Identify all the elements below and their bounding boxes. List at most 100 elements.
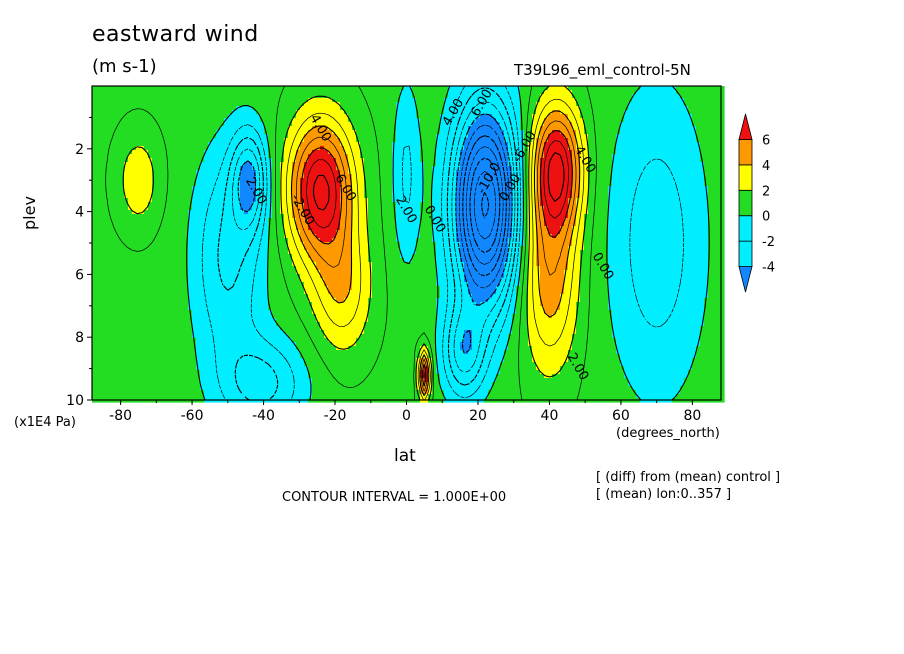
field-cell: [368, 154, 373, 159]
field-cell: [264, 178, 269, 183]
field-cell: [272, 186, 277, 191]
field-cell: [252, 122, 257, 127]
field-cell: [680, 162, 685, 167]
field-cell: [284, 110, 289, 115]
field-cell: [652, 150, 657, 155]
field-cell: [548, 194, 553, 199]
field-cell: [668, 154, 673, 159]
field-cell: [524, 126, 529, 131]
field-cell: [700, 146, 705, 151]
field-cell: [212, 90, 217, 95]
field-cell: [304, 122, 309, 127]
field-cell: [144, 190, 149, 195]
field-cell: [564, 154, 569, 159]
field-cell: [348, 106, 353, 111]
field-cell: [132, 190, 137, 195]
field-cell: [356, 102, 361, 107]
field-cell: [160, 202, 165, 207]
field-cell: [156, 166, 161, 171]
field-cell: [192, 198, 197, 203]
field-cell: [192, 190, 197, 195]
field-cell: [260, 110, 265, 115]
field-cell: [416, 142, 421, 147]
field-cell: [640, 86, 645, 91]
field-cell: [120, 154, 125, 159]
field-cell: [248, 150, 253, 155]
field-cell: [408, 194, 413, 199]
field-cell: [456, 150, 461, 155]
field-cell: [284, 210, 289, 215]
field-cell: [248, 94, 253, 99]
field-cell: [460, 126, 465, 131]
field-cell: [256, 114, 261, 119]
field-cell: [140, 90, 145, 95]
field-cell: [304, 126, 309, 131]
field-cell: [184, 118, 189, 123]
field-cell: [628, 118, 633, 123]
field-cell: [592, 170, 597, 175]
field-cell: [132, 158, 137, 163]
field-cell: [704, 198, 709, 203]
field-cell: [576, 138, 581, 143]
field-cell: [232, 142, 237, 147]
field-cell: [708, 134, 713, 139]
field-cell: [608, 138, 613, 143]
field-cell: [528, 206, 533, 211]
field-cell: [472, 158, 477, 163]
field-cell: [588, 150, 593, 155]
field-cell: [636, 134, 641, 139]
field-cell: [272, 134, 277, 139]
field-cell: [200, 182, 205, 187]
field-cell: [348, 158, 353, 163]
field-cell: [156, 178, 161, 183]
field-cell: [140, 86, 145, 91]
field-cell: [240, 186, 245, 191]
field-cell: [104, 174, 109, 179]
field-cell: [536, 182, 541, 187]
field-cell: [196, 106, 201, 111]
field-cell: [648, 166, 653, 171]
field-cell: [532, 206, 537, 211]
field-cell: [384, 142, 389, 147]
field-cell: [240, 134, 245, 139]
field-cell: [520, 182, 525, 187]
field-cell: [660, 194, 665, 199]
field-cell: [116, 174, 121, 179]
field-cell: [220, 166, 225, 171]
field-cell: [388, 122, 393, 127]
field-cell: [192, 194, 197, 199]
field-cell: [572, 94, 577, 99]
field-cell: [296, 110, 301, 115]
field-cell: [536, 138, 541, 143]
field-cell: [496, 194, 501, 199]
field-cell: [652, 106, 657, 111]
field-cell: [608, 90, 613, 95]
field-cell: [616, 186, 621, 191]
field-cell: [216, 190, 221, 195]
field-cell: [124, 122, 129, 127]
field-cell: [460, 178, 465, 183]
field-cell: [676, 178, 681, 183]
field-cell: [436, 194, 441, 199]
field-cell: [712, 162, 717, 167]
field-cell: [344, 178, 349, 183]
field-cell: [132, 110, 137, 115]
field-cell: [608, 202, 613, 207]
field-cell: [100, 122, 105, 127]
field-cell: [676, 110, 681, 115]
field-cell: [304, 210, 309, 215]
field-cell: [148, 134, 153, 139]
field-cell: [396, 134, 401, 139]
field-cell: [336, 170, 341, 175]
field-cell: [552, 174, 557, 179]
field-cell: [112, 190, 117, 195]
field-cell: [328, 118, 333, 123]
field-cell: [224, 194, 229, 199]
field-cell: [644, 154, 649, 159]
field-cell: [112, 110, 117, 115]
field-cell: [128, 198, 133, 203]
field-cell: [632, 146, 637, 151]
field-cell: [588, 198, 593, 203]
field-cell: [332, 102, 337, 107]
field-cell: [236, 118, 241, 123]
